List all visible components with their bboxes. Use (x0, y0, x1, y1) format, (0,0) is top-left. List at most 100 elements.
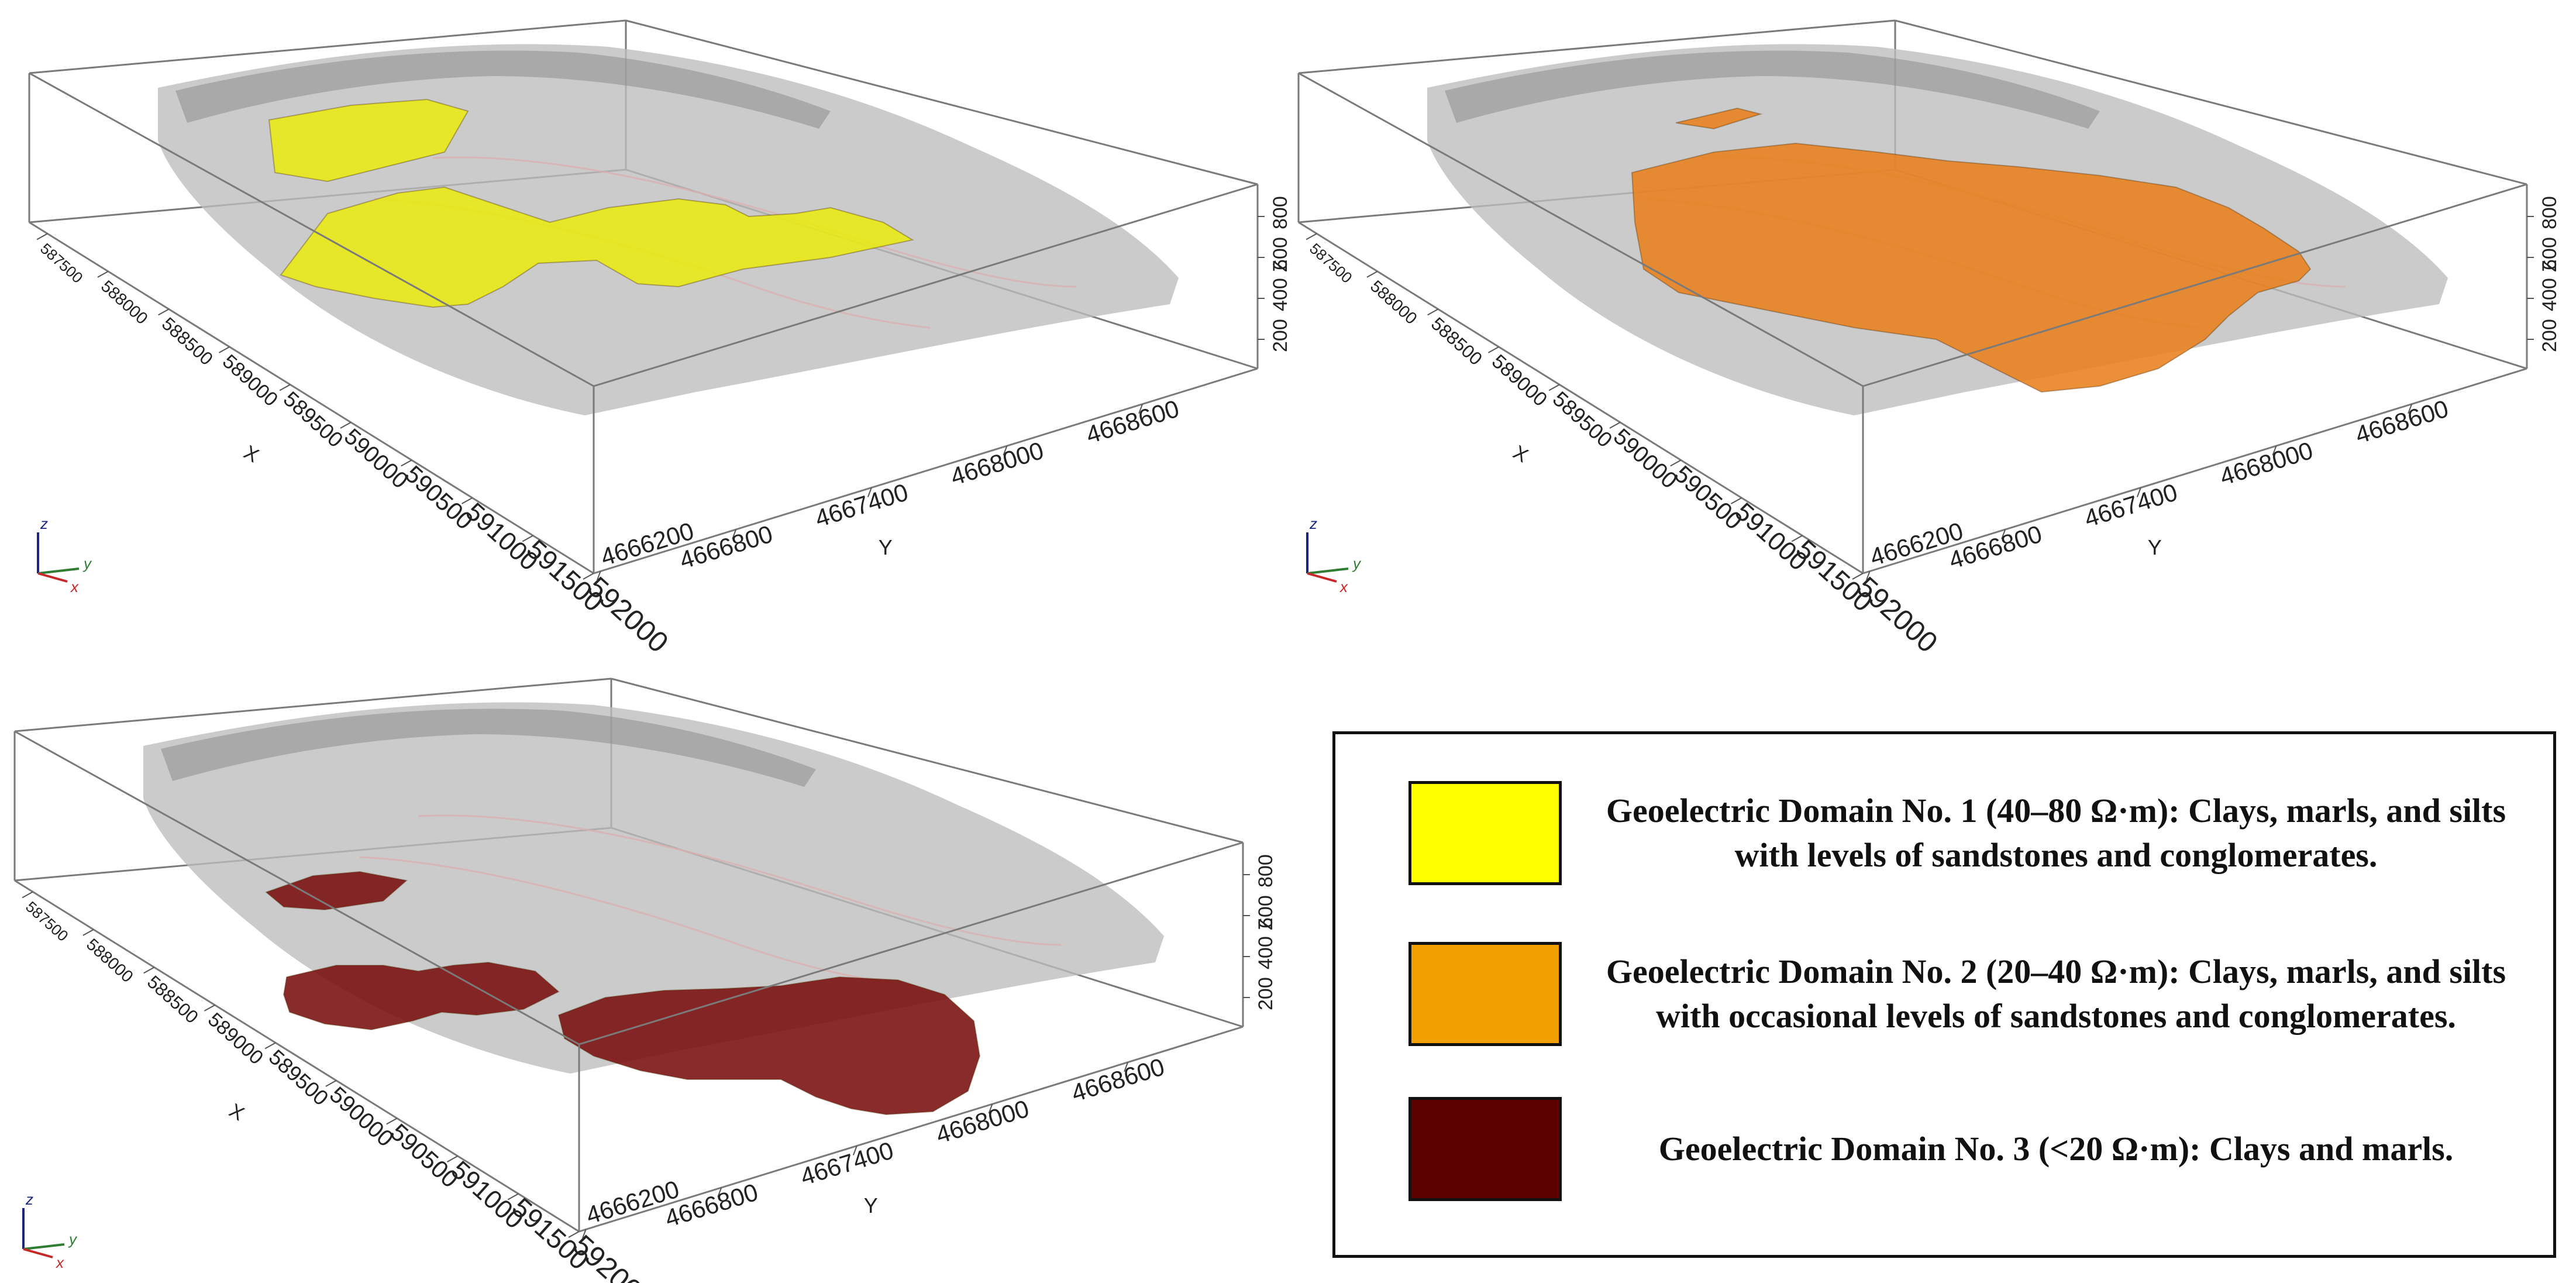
z-tick-label: 400 (1269, 278, 1292, 311)
orientation-triad: z yx (1306, 515, 1362, 596)
x-tick-mark (401, 459, 412, 467)
y-tick-mark (2001, 529, 2006, 539)
geoelectric-body (557, 976, 981, 1116)
y-tick-label: 4667400 (797, 1136, 897, 1191)
x-tick-mark (340, 422, 352, 429)
orientation-triad: z yx (22, 1191, 78, 1271)
terrain-ridge (161, 708, 816, 787)
terrain-contour (418, 814, 1062, 946)
triad-x-axis (23, 1248, 53, 1258)
x-tick-mark (82, 928, 94, 936)
box-edge (29, 72, 594, 387)
terrain-ridge (1445, 50, 2100, 129)
box-edge (14, 879, 580, 1233)
triad-x-label: x (55, 1254, 64, 1271)
x-tick-mark (568, 1231, 580, 1238)
x-tick-mark (1306, 233, 1317, 240)
box-edge (578, 841, 1244, 1045)
box-edge (29, 19, 626, 74)
x-tick-mark (218, 346, 230, 353)
x-tick-mark (1427, 308, 1439, 316)
y-tick-mark (581, 1229, 587, 1239)
box-edge (593, 183, 1258, 387)
box-edge (1862, 183, 2527, 387)
triad-z-label: z (25, 1191, 33, 1208)
y-tick-mark (988, 1103, 993, 1114)
triad-y-label: y (82, 555, 92, 572)
box-edge (1895, 19, 2527, 185)
z-tick-label: 200 (2539, 319, 2561, 352)
y-axis-label: Y (879, 535, 893, 559)
x-tick-mark (204, 1005, 215, 1012)
x-tick-mark (1609, 422, 1621, 429)
model-3d-view-domain-2: 5875005880005885005890005895005900005905… (1297, 19, 2561, 659)
x-tick-mark (97, 270, 109, 278)
geoelectric-body (280, 186, 914, 308)
x-tick-label: 589500 (279, 387, 348, 452)
z-tick-label: 600 (1269, 237, 1292, 270)
x-tick-label: 587500 (1306, 240, 1356, 287)
y-tick-mark (717, 1187, 722, 1198)
x-tick-mark (143, 966, 155, 974)
y-tick-label: 4668000 (2217, 436, 2316, 491)
z-axis-label: Z (1255, 918, 1277, 930)
y-tick-mark (1865, 571, 1871, 581)
legend: Geoelectric Domain No. 1 (40–80 Ω·m): Cl… (1332, 731, 2556, 1258)
x-tick-label: 587500 (37, 240, 87, 287)
x-tick-label: 590000 (1609, 424, 1682, 494)
y-tick-label: 4668600 (1083, 394, 1182, 449)
box-edge (14, 730, 580, 1045)
terrain-ridge (175, 50, 831, 129)
z-tick-label: 800 (1269, 196, 1292, 229)
box-edge (1298, 19, 1896, 74)
x-tick-label: 588500 (158, 314, 217, 370)
z-axis-label: Z (2539, 260, 2561, 272)
box-edge (1298, 72, 1864, 387)
y-axis-label: Y (2148, 535, 2162, 559)
triad-x-axis (37, 572, 68, 583)
legend-swatch-domain-3 (1408, 1097, 1562, 1201)
orientation-triad: z yx (37, 515, 92, 596)
triad-x-axis (1307, 572, 1337, 583)
legend-swatch-domain-2 (1408, 942, 1562, 1046)
model-3d-view-domain-1: 5875005880005885005890005895005900005905… (28, 19, 1292, 659)
x-tick-mark (1791, 535, 1803, 542)
x-tick-label: 588000 (97, 277, 151, 328)
z-tick-label: 400 (1255, 936, 1277, 969)
x-tick-mark (1548, 384, 1560, 391)
z-tick-label: 400 (2539, 278, 2561, 311)
x-tick-label: 588000 (82, 935, 136, 986)
x-tick-mark (461, 497, 473, 504)
x-tick-mark (325, 1080, 337, 1087)
x-tick-mark (1366, 270, 1378, 278)
geoelectric-body (268, 98, 469, 183)
triad-y-axis (37, 567, 80, 575)
z-tick-label: 800 (2539, 196, 2561, 229)
y-tick-label: 4667400 (812, 478, 911, 532)
x-tick-mark (158, 308, 170, 316)
box-edge (578, 1026, 1244, 1233)
box-edge (611, 677, 1244, 844)
triad-z-label: z (1309, 515, 1317, 532)
y-tick-mark (1003, 445, 1008, 456)
legend-item-domain-3: Geoelectric Domain No. 3 (<20 Ω·m): Clay… (1408, 1097, 2533, 1201)
legend-label-domain-1: Geoelectric Domain No. 1 (40–80 Ω·m): Cl… (1606, 792, 2506, 874)
legend-swatch-domain-1 (1408, 781, 1562, 885)
x-tick-label: 589500 (1548, 387, 1617, 452)
z-tick-label: 600 (1255, 895, 1277, 928)
z-axis-label: Z (1269, 260, 1292, 272)
x-tick-mark (264, 1042, 276, 1050)
triad-y-label: y (1352, 555, 1362, 572)
geoelectric-body (1631, 142, 2312, 393)
triad-y-axis (1307, 567, 1349, 575)
geoelectric-body (1675, 107, 1763, 130)
z-tick-label: 200 (1269, 319, 1292, 352)
x-tick-mark (1852, 573, 1864, 580)
z-tick-label: 800 (1255, 854, 1277, 888)
x-tick-mark (386, 1117, 398, 1125)
x-tick-mark (22, 891, 33, 899)
box-edge (1862, 367, 2527, 575)
x-tick-label: 590000 (325, 1082, 398, 1152)
model-3d-view-domain-3: 5875005880005885005890005895005900005905… (13, 677, 1277, 1283)
x-tick-label: 588500 (1427, 314, 1486, 370)
